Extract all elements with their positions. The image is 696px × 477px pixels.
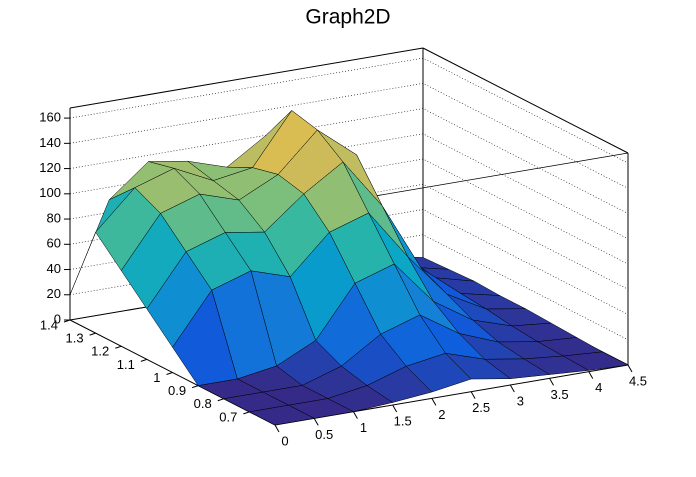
x-tick-label: 0 <box>281 433 288 448</box>
z-tick-label: 100 <box>39 185 61 200</box>
y-tick-label: 1 <box>153 370 160 385</box>
x-tick <box>313 418 319 426</box>
y-tick <box>191 385 199 389</box>
x-tick <box>627 364 633 373</box>
y-tick <box>140 358 148 362</box>
x-tick <box>274 424 280 433</box>
x-tick <box>470 391 476 399</box>
y-tick-label: 0.9 <box>168 383 186 398</box>
box-edge <box>422 47 629 154</box>
surface-cell <box>248 404 316 426</box>
x-tick <box>392 404 398 413</box>
chart-title: Graph2D <box>305 6 390 29</box>
z-tick-label: 80 <box>47 210 61 225</box>
x-tick <box>588 371 594 379</box>
x-tick-label: 3 <box>517 393 524 408</box>
y-tick <box>63 319 71 323</box>
x-tick-label: 1 <box>360 420 367 435</box>
x-tick-label: 1.5 <box>394 413 412 428</box>
z-tick-label: 60 <box>47 236 61 251</box>
y-tick-label: 1.2 <box>91 344 109 359</box>
y-tick-label: 1.1 <box>117 357 135 372</box>
x-tick-label: 2 <box>438 407 445 422</box>
y-tick-label: 0.8 <box>194 396 212 411</box>
x-tick <box>549 378 554 386</box>
y-tick <box>217 398 224 402</box>
z-tick-label: 40 <box>47 261 61 276</box>
y-tick <box>89 332 96 336</box>
z-tick-label: 160 <box>39 110 61 125</box>
x-tick-label: 3.5 <box>551 387 569 402</box>
z-tick-label: 140 <box>39 135 61 150</box>
y-tick <box>115 345 122 349</box>
y-tick <box>243 411 250 415</box>
z-tick-label: 20 <box>47 286 61 301</box>
z-tick-label: 120 <box>39 160 61 175</box>
x-tick-label: 0.5 <box>315 427 333 442</box>
x-tick-label: 4.5 <box>629 373 647 388</box>
x-tick <box>353 411 358 419</box>
box-edge <box>69 47 424 109</box>
x-tick <box>431 398 437 406</box>
z-tick-label: 0 <box>54 311 61 326</box>
x-tick-label: 2.5 <box>472 400 490 415</box>
y-tick-label: 1.3 <box>66 331 84 346</box>
y-tick-label: 1.4 <box>40 317 58 332</box>
x-tick-label: 4 <box>595 380 602 395</box>
y-tick-label: 0.7 <box>219 409 237 424</box>
x-tick <box>509 384 515 393</box>
y-tick <box>166 372 173 375</box>
